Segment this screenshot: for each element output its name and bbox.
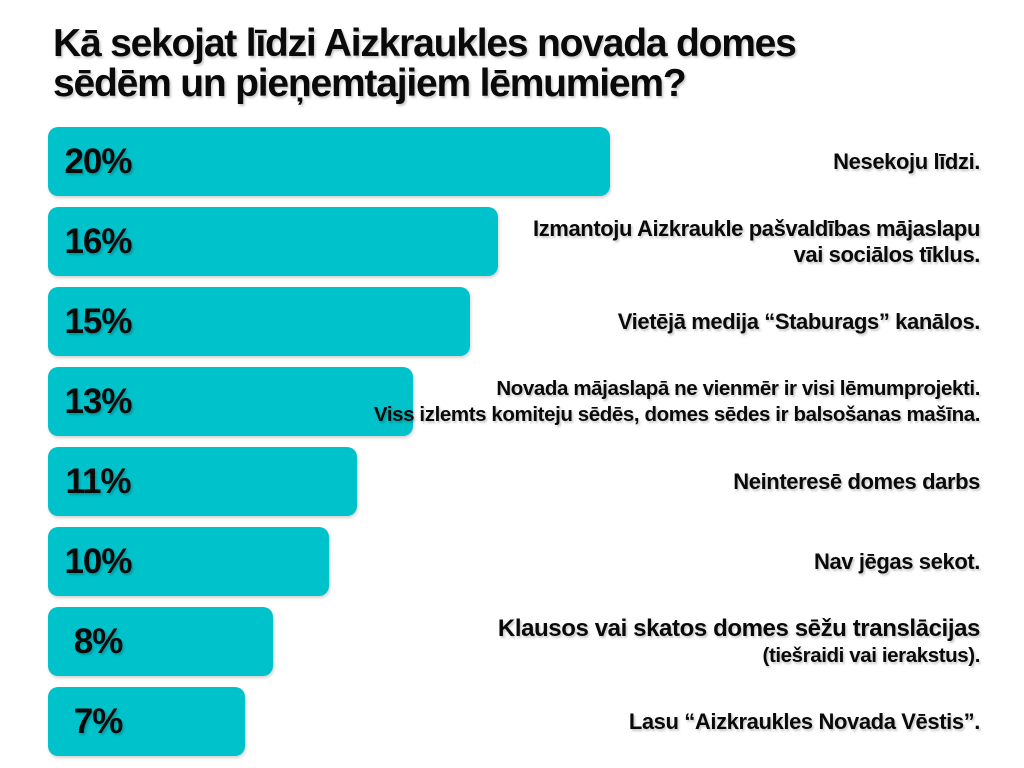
category-label-line: Klausos vai skatos domes sēžu translācij… [497,615,981,642]
bar-category-label: Lasu “Aizkraukles Novada Vēstis”. [180,687,981,756]
bar-value-label: 15% [64,301,132,341]
bar-value-label: 11% [65,461,131,501]
category-label-line: Neinteresē domes darbs [733,468,980,494]
bar-category-label: Izmantoju Aizkraukle pašvaldības mājasla… [180,207,980,276]
chart-title-line-2: sēdēm un pieņemtajiem lēmumiem? [53,62,687,105]
bar-staburags-kanali: 15% [48,287,470,356]
bar-value-label: 13% [64,381,132,421]
bar-value-label: 16% [64,221,132,261]
bar-category-label: Vietējā medija “Staburags” kanālos. [180,287,981,356]
bar-nav-jegas: 10% [48,527,329,596]
bar-nesekoju-lidzi: 20% [48,127,610,196]
category-label-line: Nesekoju līdzi. [833,148,980,174]
category-label-line: vai sociālos tīklus. [793,241,981,267]
bar-value-label: 7% [73,701,124,741]
bar-value-label: 8% [73,621,124,661]
bar-category-label: Neinteresē domes darbs [180,447,980,516]
bar-translacijas: 8% [48,607,273,676]
bar-value-label: 10% [64,541,132,581]
bar-value-label: 20% [64,141,132,181]
bar-category-label: Klausos vai skatos domes sēžu translācij… [180,607,981,676]
bar-izmantoju-majaslapu: 16% [48,207,498,276]
category-label-line: Izmantoju Aizkraukle pašvaldības mājasla… [533,215,980,241]
bar-neinterese: 11% [48,447,357,516]
bar-category-label: Novada mājaslapā ne vienmēr ir visi lēmu… [180,367,980,436]
chart-title: Kā sekojat līdzi Aizkraukles novada dome… [53,24,1003,104]
category-label-line: Lasu “Aizkraukles Novada Vēstis”. [628,708,981,734]
category-label-line: Novada mājaslapā ne vienmēr ir visi lēmu… [496,376,980,400]
category-label-line: Viss izlemts komiteju sēdēs, domes sēdes… [373,402,980,426]
bar-lemumprojekti: 13% [48,367,413,436]
category-label-line: (tiešraidi vai ierakstus). [762,644,981,667]
bar-novada-vestis: 7% [48,687,245,756]
category-label-line: Nav jēgas sekot. [813,548,980,574]
category-label-line: Vietējā medija “Staburags” kanālos. [617,308,981,334]
bar-category-label: Nav jēgas sekot. [180,527,980,596]
chart-title-line-1: Kā sekojat līdzi Aizkraukles novada dome… [53,22,797,65]
bar-category-label: Nesekoju līdzi. [180,127,980,196]
